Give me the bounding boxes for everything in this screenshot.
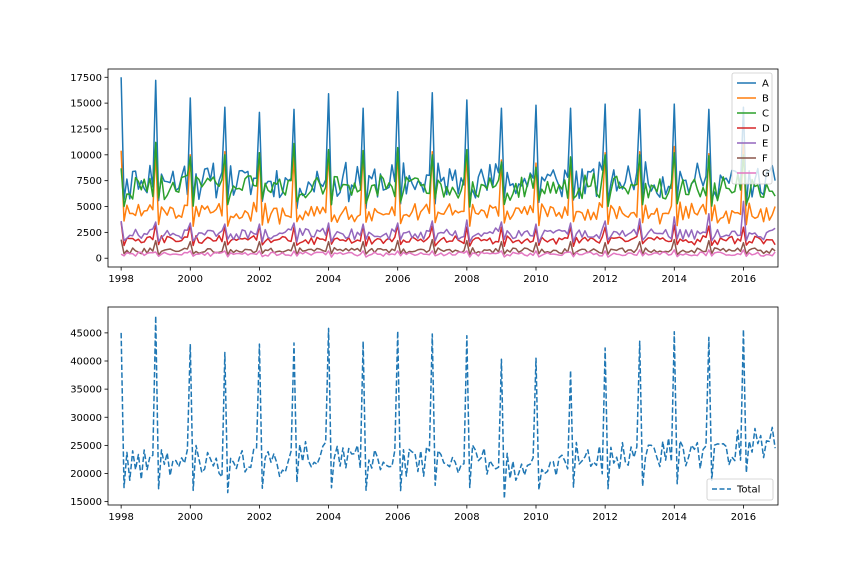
x-tick-label: 2008	[454, 274, 479, 285]
y-tick-label: 25000	[70, 441, 102, 452]
y-tick-label: 40000	[70, 357, 102, 368]
x-tick-label: 1998	[108, 274, 133, 285]
legend-label-c: C	[762, 109, 769, 120]
series-line-total	[120, 315, 776, 500]
x-tick-label: 2012	[592, 512, 617, 523]
x-tick-label: 2006	[385, 512, 410, 523]
legend-box	[706, 478, 774, 501]
legend-label-b: B	[762, 94, 769, 105]
series-line-e	[120, 200, 776, 244]
y-tick-label: 5000	[77, 202, 102, 213]
x-tick-label: 2016	[731, 512, 756, 523]
x-tick-label: 1998	[108, 512, 133, 523]
series-line-g	[120, 249, 776, 258]
legend-label-e: E	[762, 139, 768, 150]
x-tick-label: 2000	[178, 512, 203, 523]
x-tick-label: 2014	[662, 512, 687, 523]
y-tick-label: 2500	[77, 228, 102, 239]
top-chart-axes-frame	[107, 68, 779, 268]
bottom-chart-panel: 1998 2000 2002 2004 2006 2008 2010 2012 2014 2016…	[70, 306, 779, 523]
x-tick-label: 2012	[592, 274, 617, 285]
x-tick-label: 2014	[662, 274, 687, 285]
x-tick-label: 2002	[247, 274, 272, 285]
top-chart-panel: 1998 2000 2002 2004 2006 2008 2010 2012 2014 2016…	[70, 68, 779, 285]
legend-label-a: A	[762, 79, 769, 90]
x-tick-label: 2010	[523, 274, 548, 285]
y-tick-label: 45000	[70, 328, 102, 339]
legend-label-total: Total	[736, 485, 760, 496]
bottom-chart-axes-frame	[107, 306, 779, 506]
y-tick-label: 15000	[70, 99, 102, 110]
series-line-b	[120, 142, 776, 228]
y-tick-label: 15000	[70, 497, 102, 508]
y-tick-label: 12500	[70, 124, 102, 135]
y-tick-label: 17500	[70, 73, 102, 84]
legend-label-g: G	[762, 169, 770, 180]
series-line-a	[120, 77, 776, 210]
x-tick-label: 2000	[178, 274, 203, 285]
x-tick-label: 2002	[247, 512, 272, 523]
series-line-f	[120, 238, 776, 256]
bottom-chart-legend: Total	[706, 478, 774, 501]
y-tick-label: 35000	[70, 385, 102, 396]
x-tick-label: 2008	[454, 512, 479, 523]
x-tick-label: 2016	[731, 274, 756, 285]
y-tick-label: 10000	[70, 150, 102, 161]
x-tick-label: 2006	[385, 274, 410, 285]
x-tick-label: 2004	[316, 512, 341, 523]
legend-label-d: D	[762, 124, 770, 135]
series-line-d	[120, 221, 776, 248]
x-tick-label: 2010	[523, 512, 548, 523]
y-tick-label: 20000	[70, 469, 102, 480]
y-tick-label: 0	[96, 254, 102, 265]
legend-label-f: F	[762, 154, 768, 165]
y-tick-label: 7500	[77, 176, 102, 187]
x-tick-label: 2004	[316, 274, 341, 285]
series-line-c	[120, 141, 776, 208]
y-tick-label: 30000	[70, 413, 102, 424]
